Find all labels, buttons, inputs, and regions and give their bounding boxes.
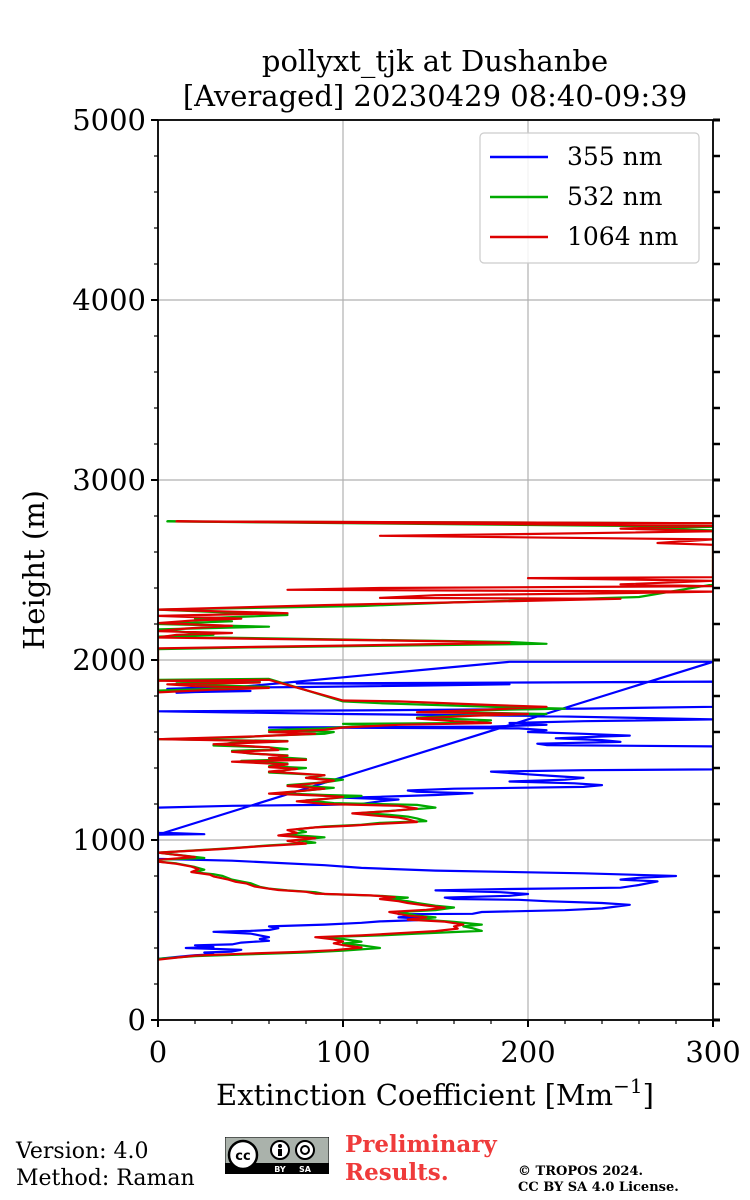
y-tick-label: 1000 — [72, 823, 146, 857]
x-tick-label: 200 — [500, 1035, 555, 1069]
x-tick-label: 0 — [149, 1035, 167, 1069]
y-tick-label: 2000 — [72, 643, 146, 677]
preliminary-results-note: Preliminary Results. — [345, 1131, 497, 1187]
x-axis-label-close: ] — [643, 1078, 654, 1112]
copyright-line-1: © TROPOS 2024. — [518, 1164, 644, 1179]
y-tick-label: 0 — [128, 1003, 146, 1037]
chart-subtitle: [Averaged] 20230429 08:40-09:39 — [183, 79, 687, 113]
copyright-note: © TROPOS 2024. CC BY SA 4.0 License. — [518, 1164, 679, 1196]
cc-by-sa-badge: cc BY SA — [225, 1137, 329, 1174]
y-axis-label: Height (m) — [17, 490, 51, 650]
legend-label-2: 532 nm — [567, 182, 663, 211]
method-text: Method: Raman — [16, 1166, 195, 1191]
version-text: Version: 4.0 — [16, 1139, 149, 1164]
plot-frame — [157, 119, 714, 1021]
legend: 355 nm 532 nm 1064 nm — [479, 132, 700, 264]
legend-label-1: 355 nm — [567, 142, 663, 171]
legend-label-3: 1064 nm — [567, 222, 679, 251]
preliminary-line-1: Preliminary — [345, 1131, 497, 1158]
sa-share-icon — [295, 1140, 315, 1160]
data-series — [158, 520, 713, 961]
copyright-line-2: CC BY SA 4.0 License. — [518, 1180, 679, 1195]
y-tick-label: 3000 — [72, 463, 146, 497]
x-tick-label: 300 — [685, 1035, 740, 1069]
y-tick-label: 5000 — [72, 103, 146, 137]
x-axis-label-superscript: −1 — [613, 1074, 642, 1098]
y-tick-label: 4000 — [72, 283, 146, 317]
cc-icon-text: cc — [235, 1149, 250, 1164]
preliminary-line-2: Results. — [345, 1159, 449, 1186]
x-axis-label: Extinction Coefficient [Mm−1] — [216, 1074, 654, 1112]
x-tick-label: 100 — [315, 1035, 370, 1069]
series-line-1 — [158, 660, 713, 960]
cc-by-label: BY — [274, 1165, 286, 1174]
series-line-3 — [158, 520, 713, 961]
x-axis-label-main: Extinction Coefficient [Mm — [216, 1078, 613, 1112]
chart-title: pollyxt_tjk at Dushanbe — [262, 44, 608, 79]
cc-icon — [227, 1139, 259, 1171]
legend-box — [479, 132, 700, 264]
cc-sa-label: SA — [299, 1165, 312, 1174]
